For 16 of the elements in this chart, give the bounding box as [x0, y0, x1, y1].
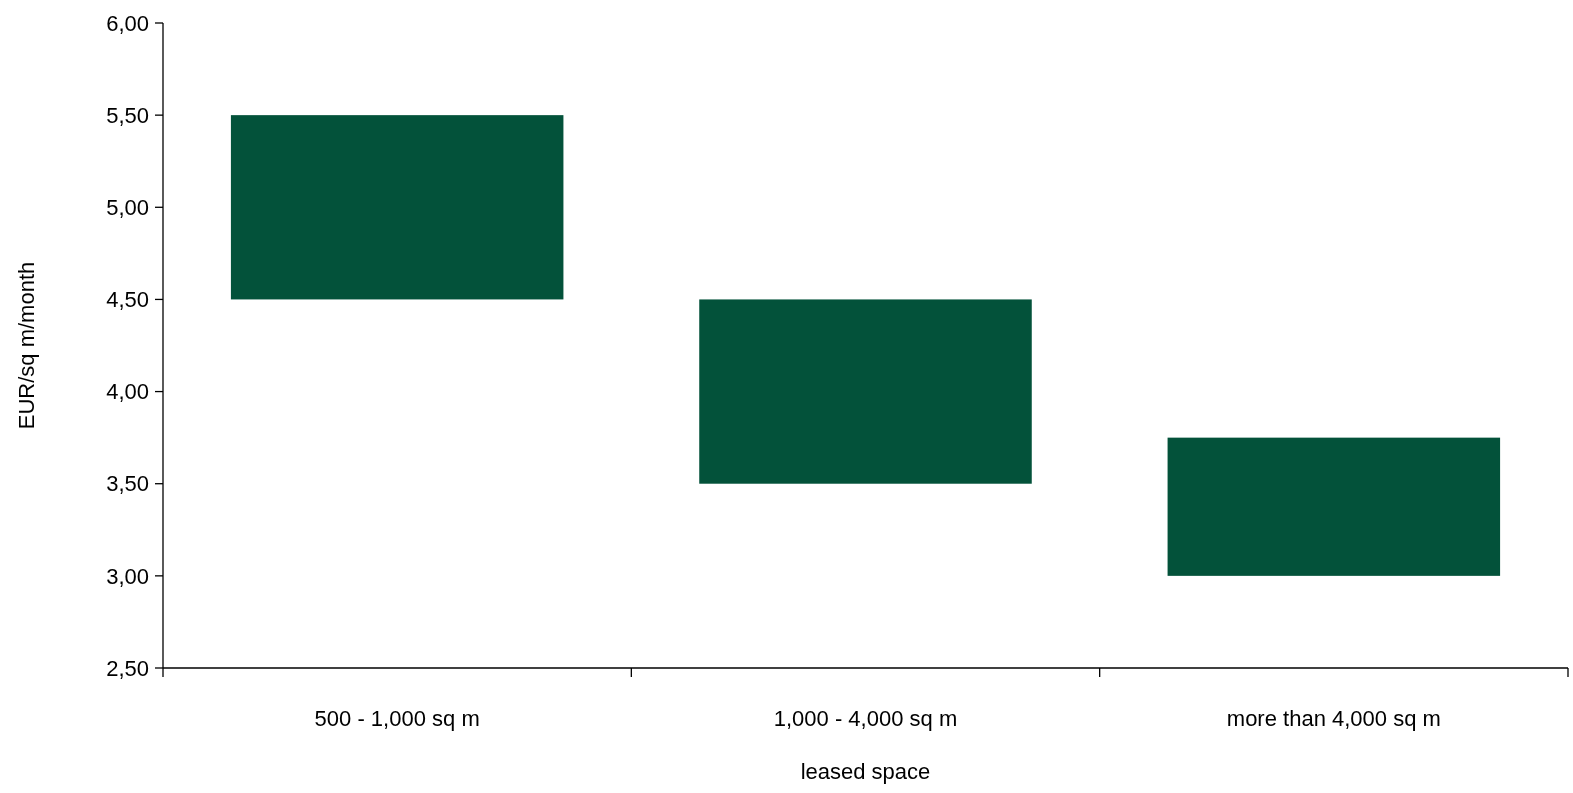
bar — [1167, 437, 1501, 576]
y-tick-label: 6,00 — [106, 10, 149, 36]
y-axis-title: EUR/sq m/month — [14, 261, 39, 430]
bar — [699, 299, 1032, 484]
y-tick-label: 4,50 — [106, 287, 149, 313]
y-tick-label: 2,50 — [106, 655, 149, 681]
x-tick-label: more than 4,000 sq m — [1226, 706, 1441, 731]
y-tick-label: 5,50 — [106, 102, 149, 128]
x-axis-title: leased space — [800, 759, 931, 784]
y-tick-label: 3,50 — [106, 471, 149, 497]
x-tick-label: 500 - 1,000 sq m — [314, 706, 480, 731]
y-tick-label: 3,00 — [106, 563, 149, 589]
bar — [230, 115, 564, 300]
x-tick-label: 1,000 - 4,000 sq m — [773, 706, 958, 731]
y-tick-label: 5,00 — [106, 194, 149, 220]
y-tick-label: 4,00 — [106, 379, 149, 405]
